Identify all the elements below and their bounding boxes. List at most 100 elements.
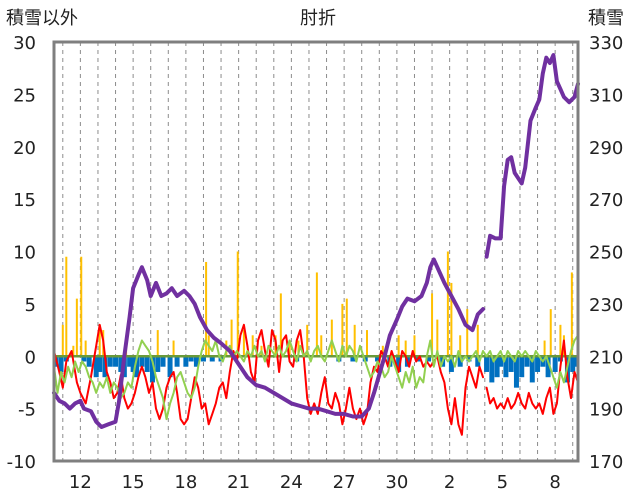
precip-bar	[559, 324, 562, 357]
precip-bar	[230, 319, 233, 357]
snowfall_change-bar	[58, 356, 64, 372]
precip-bar	[315, 272, 318, 357]
snowfall_change-bar	[457, 356, 463, 367]
precip-bar	[413, 335, 416, 357]
plot-frame	[52, 40, 580, 463]
snow_depth-line	[484, 53, 580, 259]
min_temp-line	[53, 334, 579, 421]
snowfall_change-bar	[118, 356, 124, 372]
snowfall_change-bar	[81, 356, 87, 362]
precip-bar	[341, 303, 344, 357]
snowfall_change-bar	[448, 356, 454, 372]
x-tick-label: 2	[444, 472, 455, 493]
precip-bar	[330, 319, 333, 357]
left-tick-label: -10	[7, 452, 36, 473]
snowfall_change-bar	[484, 356, 490, 372]
left-axis-label: 積雪以外	[6, 8, 78, 29]
precip-bar	[570, 272, 573, 357]
precip-bar	[404, 340, 407, 357]
right-tick-label: 250	[589, 243, 623, 264]
precip-bar	[431, 293, 434, 357]
snowfall_change-bar	[545, 356, 551, 378]
snowfall_change-bar	[200, 356, 206, 362]
snowfall_change-bar	[144, 356, 150, 372]
max_temp-line	[53, 323, 484, 436]
snowfall_change-bar	[130, 356, 136, 372]
snowfall_change-bar	[466, 356, 472, 362]
precip-bar	[345, 298, 348, 357]
right-tick-label: 270	[589, 190, 623, 211]
x-tick-label: 5	[497, 472, 508, 493]
snowfall_change-bar	[167, 356, 173, 378]
snowfall_change-bar	[134, 356, 140, 378]
precip-bar	[446, 251, 449, 357]
snowfall_change-bar	[503, 356, 509, 378]
x-tick-label: 12	[69, 472, 92, 493]
line-series	[52, 53, 580, 436]
snowfall_change-bar	[107, 356, 113, 367]
snowfall_change-bar	[113, 356, 119, 367]
snowfall_change-bar	[97, 356, 103, 372]
precip-bar	[297, 340, 300, 357]
snowfall_change-bar	[149, 356, 155, 383]
snowfall_change-bar	[508, 356, 514, 372]
precip-bar	[466, 309, 469, 357]
snowfall_change-bar	[183, 356, 189, 367]
precip-bar	[279, 293, 282, 357]
max_temp-series	[53, 323, 579, 436]
right-axis-ticks: 170 190 210 230 250 270 290 310 330	[589, 33, 623, 473]
precip-bar	[320, 335, 323, 357]
snowfall_change-bar	[396, 356, 402, 372]
precip-bar	[381, 345, 384, 357]
precip-bar	[353, 324, 356, 357]
right-tick-label: 310	[589, 85, 623, 106]
right-tick-label: 170	[589, 452, 623, 473]
snow_depth-series	[52, 53, 580, 429]
snowfall_change-bar	[193, 356, 199, 367]
left-tick-label: 20	[13, 138, 36, 159]
snowfall_change-bar	[127, 356, 133, 367]
snowfall_change-bar	[93, 356, 99, 378]
precip-bar	[72, 345, 75, 357]
x-tick-label: 30	[385, 472, 408, 493]
precip-bar	[549, 309, 552, 357]
right-tick-label: 210	[589, 347, 623, 368]
snowfall_change-bar	[209, 356, 215, 362]
right-tick-label: 290	[589, 138, 623, 159]
right-tick-label: 190	[589, 400, 623, 421]
x-tick-label: 24	[280, 472, 303, 493]
snowfall_change-bar	[63, 356, 69, 362]
chart-title: 肘折	[300, 8, 336, 29]
snowfall_change-bar	[102, 356, 108, 378]
snowfall_change-bar	[535, 356, 541, 372]
precip-bar	[84, 340, 87, 357]
snowfall_change-bar	[350, 356, 356, 362]
precip-bar	[61, 324, 64, 357]
precip-bar	[306, 324, 309, 357]
precip-bar	[450, 282, 453, 357]
snowfall_change-bar	[375, 356, 381, 362]
precip-bar	[436, 319, 439, 357]
snowfall_change-bar	[552, 356, 558, 372]
snowfall_change-bar	[524, 356, 530, 367]
left-tick-label: 30	[13, 33, 36, 54]
precip-bar	[476, 324, 479, 357]
left-tick-label: -5	[18, 400, 36, 421]
precip-bar	[205, 261, 208, 357]
left-axis-ticks: -10 -5 0 5 10 15 20 25 30	[7, 33, 36, 473]
right-tick-label: 330	[589, 33, 623, 54]
snowfall_change-bar	[475, 356, 481, 367]
precip-bar	[98, 324, 101, 357]
snow_depth-line	[52, 257, 485, 429]
max_temp-line	[485, 339, 579, 415]
precip-bar	[288, 340, 291, 357]
left-tick-label: 5	[25, 295, 36, 316]
precip-bar	[397, 335, 400, 357]
snowfall_change-bar	[573, 356, 579, 367]
x-axis-ticks: 12 15 18 21 24 27 30 2 5 8	[69, 472, 561, 493]
snowfall_change-bar	[139, 356, 145, 367]
right-axis-label: 積雪	[588, 8, 624, 29]
snowfall_change-bar	[498, 356, 504, 367]
precip-bar	[172, 340, 175, 357]
